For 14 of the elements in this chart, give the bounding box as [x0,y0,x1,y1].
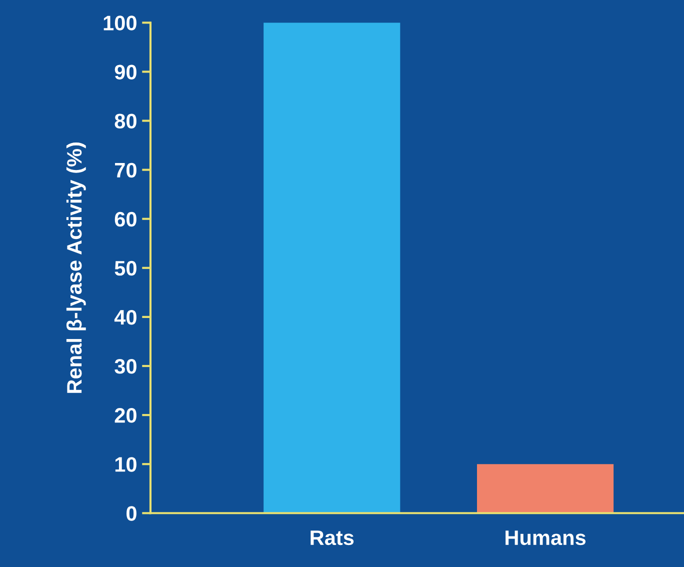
y-tick-label: 80 [114,114,136,129]
y-tick-label: 50 [114,260,136,276]
x-tick-label: Rats [310,530,354,546]
x-tick-label: Humans [506,530,586,546]
y-tick-label: 90 [114,64,136,80]
y-tick-label: 60 [114,212,136,227]
y-tick-label: 20 [114,408,136,423]
y-tick-label: 40 [114,310,136,325]
y-axis-title: Renal β-lyase Activity (%) [66,142,86,393]
y-tick-label: 100 [104,16,136,30]
y-tick-label: 30 [114,359,136,374]
y-tick-label: 0 [126,506,136,521]
y-tick-label: 10 [115,457,136,472]
y-tick-label: 70 [115,162,136,178]
